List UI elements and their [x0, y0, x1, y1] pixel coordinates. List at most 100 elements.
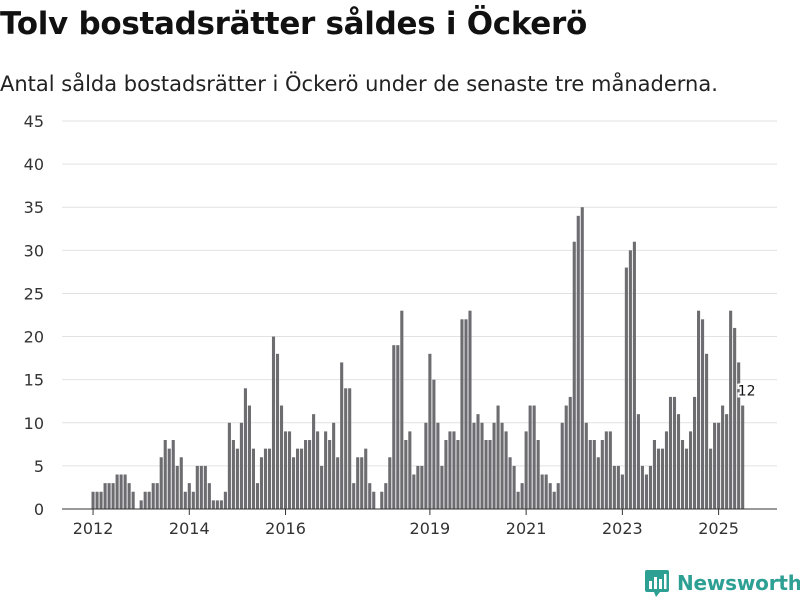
bar [556, 483, 560, 509]
y-tick-label: 15 [24, 371, 44, 390]
bar [223, 491, 227, 509]
bar [664, 431, 669, 509]
bar [656, 448, 661, 509]
bar [729, 310, 733, 509]
bar [380, 491, 384, 509]
bar [448, 431, 452, 509]
bar [616, 465, 620, 509]
bar [388, 457, 392, 509]
bar [676, 414, 681, 509]
bar [725, 414, 729, 509]
bar [456, 440, 460, 509]
bar [143, 491, 147, 509]
bar [139, 500, 143, 509]
y-tick-label: 10 [24, 414, 44, 433]
bar [632, 241, 636, 509]
bar [636, 414, 640, 509]
bar [496, 405, 500, 509]
bar [167, 448, 171, 509]
bar [127, 483, 131, 509]
bar [175, 465, 179, 509]
bar [404, 440, 408, 509]
bar [215, 500, 219, 509]
bar [628, 250, 632, 510]
y-tick-label: 5 [34, 457, 44, 476]
bar [721, 405, 725, 509]
bar [432, 379, 436, 509]
bar [544, 474, 548, 509]
bar [231, 440, 235, 509]
bar [227, 422, 231, 509]
bar [536, 440, 540, 509]
chart-subtitle: Antal sålda bostadsrätter i Öckerö under… [0, 72, 718, 96]
bar [572, 241, 576, 509]
bar [444, 440, 448, 509]
bar [472, 422, 476, 509]
bar [191, 491, 195, 509]
bar [564, 405, 568, 509]
bar [199, 465, 203, 509]
bar [528, 405, 532, 509]
bar [255, 483, 260, 509]
bar [163, 440, 167, 509]
bar [532, 405, 536, 509]
bar [693, 396, 697, 509]
bar [436, 422, 440, 509]
bar [300, 448, 304, 509]
bar [332, 422, 336, 509]
bar [548, 483, 552, 509]
bar [187, 483, 191, 509]
bar [500, 422, 504, 509]
bar [604, 431, 608, 509]
bar [512, 465, 516, 509]
bar [159, 457, 163, 509]
brand-name: Newsworthy [677, 571, 800, 595]
bar [592, 440, 596, 509]
bar [103, 483, 107, 509]
bar [648, 465, 652, 509]
x-tick-label: 2025 [698, 519, 739, 538]
bar [672, 396, 677, 509]
brand-logo: Newsworthy [644, 568, 800, 598]
highlight-value-label: 12 [738, 384, 756, 400]
bar [588, 440, 592, 509]
bar [468, 310, 472, 509]
bar [717, 422, 721, 509]
y-tick-label: 40 [24, 155, 44, 174]
bar [516, 491, 520, 509]
bar [207, 483, 211, 509]
bar [420, 465, 424, 509]
y-tick-label: 0 [34, 500, 44, 519]
bar [91, 491, 95, 509]
bars [91, 207, 745, 510]
bar [660, 448, 665, 509]
bar [320, 465, 324, 509]
bar [211, 500, 215, 509]
bar [460, 319, 464, 509]
bar [251, 448, 255, 509]
bar [705, 353, 709, 509]
bar [368, 483, 372, 509]
bar [283, 431, 288, 509]
bar [296, 448, 300, 509]
bar [624, 267, 628, 509]
bar [239, 422, 243, 509]
bar [697, 310, 701, 509]
x-tick-label: 2012 [73, 519, 114, 538]
bar [620, 474, 624, 509]
bar [171, 440, 175, 509]
data-labels: 12 [736, 382, 758, 402]
bar [701, 319, 705, 509]
bar [271, 336, 276, 509]
bar [480, 422, 484, 509]
x-tick-label: 2021 [506, 519, 547, 538]
bar [684, 448, 689, 509]
bar [119, 474, 123, 509]
bar [203, 465, 207, 509]
bar [235, 448, 239, 509]
bar [372, 491, 376, 509]
bar [348, 388, 352, 509]
bar [440, 465, 444, 509]
bar [384, 483, 388, 509]
bar [608, 431, 612, 509]
